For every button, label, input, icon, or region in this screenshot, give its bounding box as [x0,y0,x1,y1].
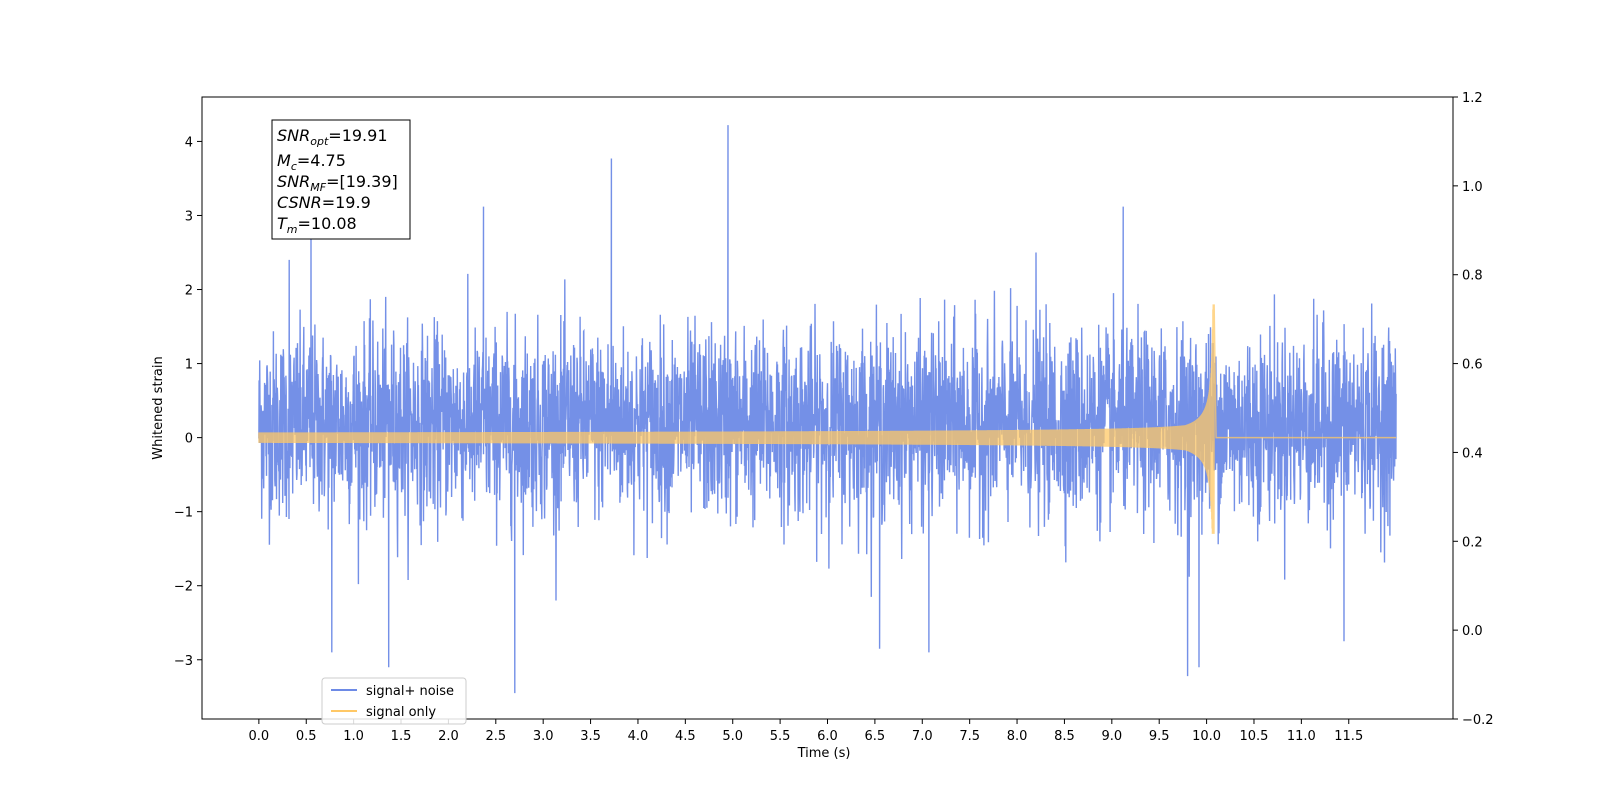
x-tick-label: 3.0 [533,729,554,744]
x-tick-label: 9.5 [1149,729,1170,744]
legend-entry-label: signal only [366,705,436,720]
y-axis-left: −3 −2 −1 0 1 2 3 4 [174,135,202,669]
x-axis-label: Time (s) [797,746,851,761]
stats-line: CSNR=19.9 [277,193,371,212]
x-tick-label: 1.5 [391,729,412,744]
y-tick-label: −1 [174,506,193,521]
x-tick-label: 2.0 [438,729,459,744]
stats-annotation-box: SNRopt=19.91 Mc=4.75SNRMF=[19.39]CSNR=19.… [271,119,411,240]
x-tick-label: 7.5 [959,729,980,744]
x-tick-label: 10.5 [1240,729,1269,744]
y-tick-label: 3 [185,209,193,224]
y-tick-label: 0 [185,432,193,447]
y-right-tick-label: 1.2 [1462,91,1483,106]
y-tick-label: 2 [185,284,193,299]
y-right-tick-label: 0.0 [1462,624,1483,639]
x-tick-label: 0.5 [296,729,317,744]
y-right-tick-label: 0.8 [1462,269,1483,284]
stats-line: SNRopt=19.91 [277,126,388,148]
x-tick-label: 7.0 [912,729,933,744]
y-right-tick-label: 0.6 [1462,358,1483,373]
x-tick-label: 4.5 [675,729,696,744]
series-signal-plus-noise-line [258,125,1397,694]
stats-line: Mc=4.75 [277,151,346,173]
x-tick-label: 3.5 [580,729,601,744]
y-tick-label: −2 [174,580,193,595]
stats-line: SNRMF=[19.39] [277,172,398,194]
y-right-tick-label: 0.4 [1462,446,1483,461]
y-tick-label: −3 [174,654,193,669]
series-signal-only-line [258,304,1397,534]
y-tick-label: 1 [185,358,193,373]
x-tick-label: 0.0 [249,729,270,744]
stats-box-frame [271,119,411,240]
x-tick-label: 8.0 [1007,729,1028,744]
x-tick-label: 2.5 [485,729,506,744]
legend-frame [321,677,467,725]
y-right-tick-label: 1.0 [1462,180,1483,195]
legend: signal+ noise signal only [321,677,467,725]
y-axis-label: Whitened strain [151,356,166,459]
y-tick-label: 4 [185,135,193,150]
x-tick-label: 4.0 [628,729,649,744]
x-tick-label: 10.0 [1192,729,1221,744]
legend-entry-label: signal+ noise [366,684,454,699]
x-tick-label: 1.0 [343,729,364,744]
x-tick-label: 6.0 [817,729,838,744]
y-right-tick-label: −0.2 [1462,713,1494,728]
stats-line: Tm=10.08 [277,214,357,236]
x-axis: 0.0 0.5 1.0 1.5 2.0 2.5 3.0 3.5 4.0 4.5 5.0 5.5 6.0 6… [249,719,1363,744]
x-tick-label: 5.0 [722,729,743,744]
y-right-tick-label: 0.2 [1462,535,1483,550]
x-tick-label: 9.0 [1101,729,1122,744]
x-tick-label: 11.5 [1334,729,1363,744]
x-tick-label: 8.5 [1054,729,1075,744]
x-tick-label: 6.5 [865,729,886,744]
series-layer [258,125,1397,694]
x-tick-label: 5.5 [770,729,791,744]
x-tick-label: 11.0 [1287,729,1316,744]
y-axis-right: 0.0 0.2 0.4 0.6 0.8 1.0 1.2 −0.2 [1453,91,1494,728]
